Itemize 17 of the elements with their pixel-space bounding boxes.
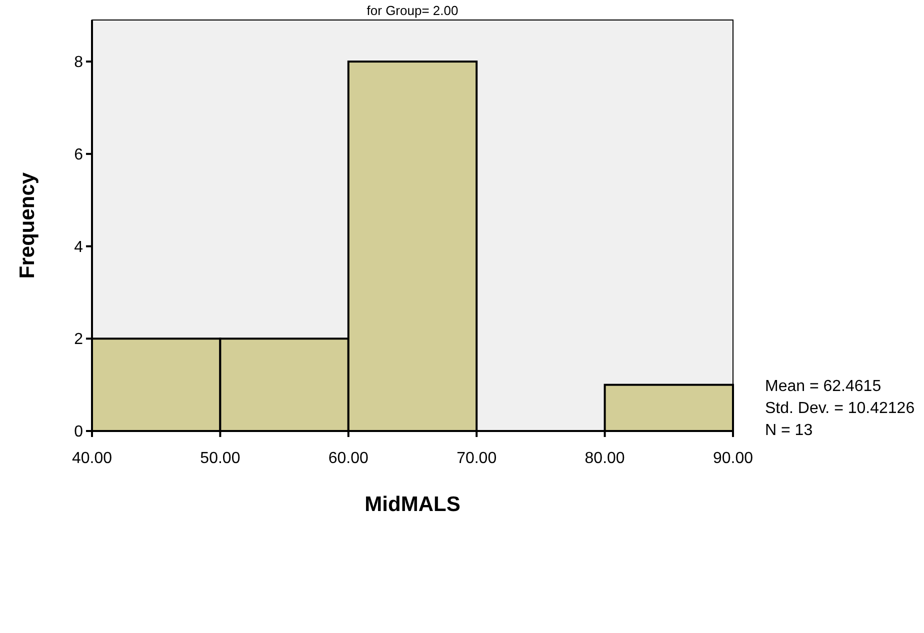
x-axis-title: MidMALS (364, 493, 460, 516)
chart-title: for Group= 2.00 (366, 3, 458, 18)
x-tick-label: 60.00 (328, 450, 369, 467)
x-tick-label: 90.00 (712, 450, 754, 467)
x-tick-label: 50.00 (200, 450, 240, 467)
y-tick-label: 2 (74, 331, 84, 348)
y-tick-label: 4 (74, 238, 84, 256)
y-tick-label: 6 (74, 146, 84, 164)
text: Mean = 62.4615 (765, 378, 882, 395)
text: Std. Dev. = 10.42126 (765, 400, 915, 417)
x-tick-label: 80.00 (584, 450, 625, 467)
y-tick-label: 8 (74, 54, 84, 72)
text: N = 13 (765, 422, 813, 439)
y-tick-label: 0 (74, 424, 84, 441)
x-tick-label: 70.00 (456, 450, 497, 467)
y-axis-title: Frequency (16, 172, 39, 279)
x-tick-label: 40.00 (72, 450, 112, 467)
